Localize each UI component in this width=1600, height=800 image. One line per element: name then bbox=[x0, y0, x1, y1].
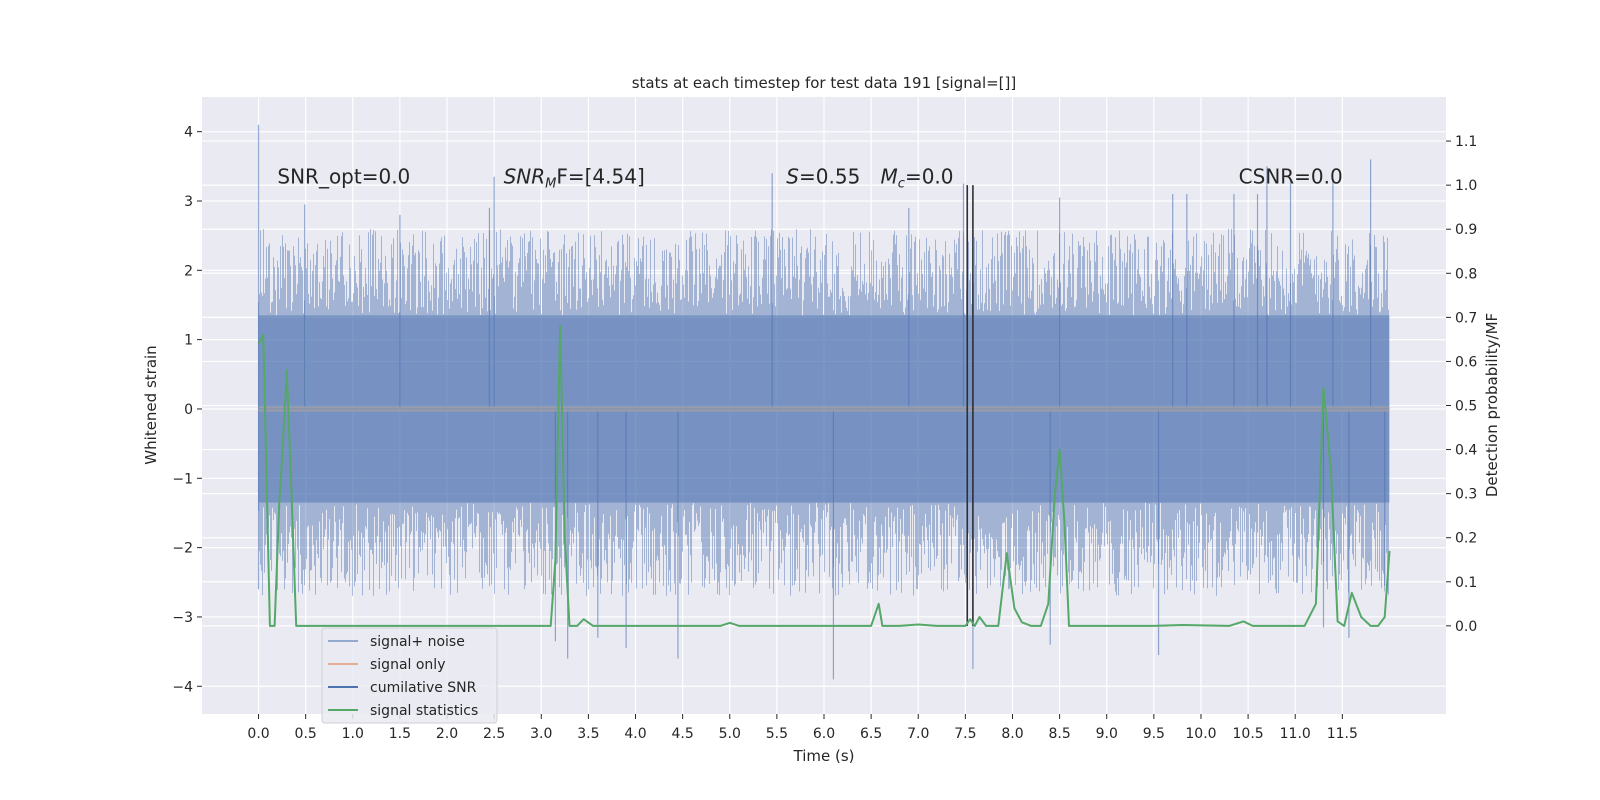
y-left-tick-label: 1 bbox=[184, 333, 193, 349]
y-axis-left-ticks: −4 −3 −2 −1 0 1 2 3 4 bbox=[172, 125, 202, 695]
y-right-tick-label: 0.6 bbox=[1455, 354, 1477, 370]
x-tick-label: 0.0 bbox=[247, 726, 269, 742]
x-tick-label: 1.0 bbox=[342, 726, 364, 742]
x-tick-label: 7.0 bbox=[907, 726, 929, 742]
y-left-tick-label: −4 bbox=[172, 679, 193, 695]
x-tick-label: 10.5 bbox=[1233, 726, 1264, 742]
y-right-tick-label: 1.1 bbox=[1455, 134, 1477, 150]
x-tick-label: 2.0 bbox=[436, 726, 458, 742]
x-tick-label: 11.0 bbox=[1280, 726, 1311, 742]
legend-box bbox=[321, 627, 498, 724]
annotations: SNR_opt=0.0 SNRMF=[4.54] S=0.55 Mc=0.0 CSNR=… bbox=[277, 165, 1342, 192]
x-tick-label: 5.0 bbox=[719, 726, 741, 742]
x-tick-label: 7.5 bbox=[954, 726, 976, 742]
y-left-tick-label: 4 bbox=[184, 125, 193, 141]
y-left-tick-label: −2 bbox=[172, 541, 193, 557]
y-right-tick-label: 0.0 bbox=[1455, 619, 1477, 635]
y-right-tick-label: 0.4 bbox=[1455, 443, 1477, 459]
y-right-tick-label: 0.3 bbox=[1455, 487, 1477, 503]
x-tick-label: 8.5 bbox=[1048, 726, 1070, 742]
x-tick-label: 9.0 bbox=[1096, 726, 1118, 742]
legend-entry: signal statistics bbox=[370, 703, 478, 719]
x-tick-label: 4.5 bbox=[672, 726, 694, 742]
annotation-s-value: S=0.55 bbox=[786, 165, 860, 189]
x-tick-label: 2.5 bbox=[483, 726, 505, 742]
x-tick-label: 3.5 bbox=[577, 726, 599, 742]
annotation-mc-value: Mc=0.0 bbox=[881, 165, 954, 192]
y-left-tick-label: −3 bbox=[172, 610, 193, 626]
chart-title: stats at each timestep for test data 191… bbox=[632, 74, 1017, 92]
x-tick-label: 5.5 bbox=[766, 726, 788, 742]
legend-entry: cumilative SNR bbox=[370, 680, 477, 696]
y-right-tick-label: 0.8 bbox=[1455, 266, 1477, 282]
y-left-tick-label: 2 bbox=[184, 263, 193, 279]
y-right-tick-label: 0.9 bbox=[1455, 222, 1477, 238]
vertical-markers bbox=[966, 185, 974, 626]
y-right-tick-label: 1.0 bbox=[1455, 178, 1477, 194]
y-left-tick-label: 3 bbox=[184, 194, 193, 210]
signal-statistics-line bbox=[257, 325, 1391, 627]
series-signal-statistics bbox=[257, 325, 1391, 627]
y-axis-right-label: Detection probability/MF bbox=[1483, 313, 1501, 497]
legend: signal+ noise signal only cumilative SNR si… bbox=[321, 627, 498, 724]
legend-entry: signal only bbox=[370, 657, 445, 673]
x-axis-ticks: 0.0 0.5 1.0 1.5 2.0 2.5 3.0 3.5 4.0 4.5 5.0 5.5 6.0 6… bbox=[247, 714, 1358, 742]
legend-entry: signal+ noise bbox=[370, 634, 465, 650]
y-axis-right-ticks: 0.0 0.1 0.2 0.3 0.4 0.5 0.6 0.7 0.8 0.9 1.0 1.1 bbox=[1446, 134, 1477, 635]
x-tick-label: 4.0 bbox=[624, 726, 646, 742]
x-tick-label: 6.5 bbox=[860, 726, 882, 742]
y-right-tick-label: 0.5 bbox=[1455, 399, 1477, 415]
x-axis-label: Time (s) bbox=[793, 747, 855, 765]
x-tick-label: 9.5 bbox=[1143, 726, 1165, 742]
y-left-tick-label: 0 bbox=[184, 402, 193, 418]
y-left-tick-label: −1 bbox=[172, 471, 193, 487]
annotation-snr-mf: SNRMF=[4.54] bbox=[504, 165, 645, 192]
annotation-snr-opt: SNR_opt=0.0 bbox=[277, 165, 410, 189]
y-right-tick-label: 0.1 bbox=[1455, 575, 1477, 591]
x-tick-label: 8.0 bbox=[1001, 726, 1023, 742]
y-right-tick-label: 0.2 bbox=[1455, 531, 1477, 547]
y-right-tick-label: 0.7 bbox=[1455, 310, 1477, 326]
y-axis-left-label: Whitened strain bbox=[142, 345, 160, 464]
x-tick-label: 0.5 bbox=[295, 726, 317, 742]
x-tick-label: 11.5 bbox=[1327, 726, 1358, 742]
x-tick-label: 1.5 bbox=[389, 726, 411, 742]
x-tick-label: 6.0 bbox=[813, 726, 835, 742]
annotation-csnr: CSNR=0.0 bbox=[1239, 165, 1343, 189]
x-tick-label: 3.0 bbox=[530, 726, 552, 742]
x-tick-label: 10.0 bbox=[1185, 726, 1216, 742]
